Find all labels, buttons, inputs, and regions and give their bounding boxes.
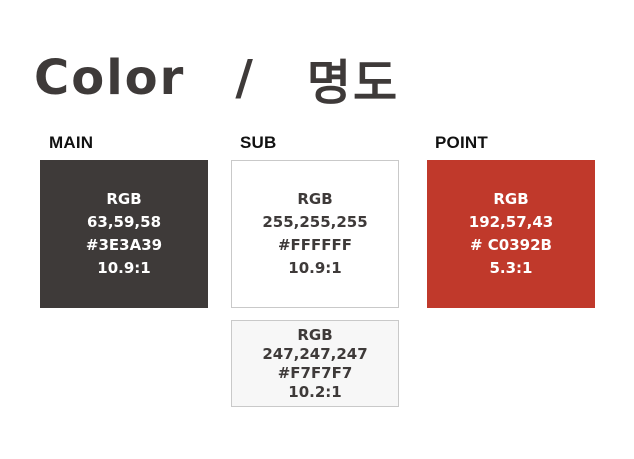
hex-value: #FFFFFF bbox=[277, 236, 353, 254]
rgb-value: 192,57,43 bbox=[468, 213, 554, 231]
rgb-value: 247,247,247 bbox=[262, 344, 368, 363]
page-title: Color / 명도 bbox=[34, 46, 400, 111]
rgb-value: 255,255,255 bbox=[262, 213, 368, 231]
main-color-swatch: RGB 63,59,58 #3E3A39 10.9:1 bbox=[40, 160, 208, 308]
contrast-ratio: 10.9:1 bbox=[97, 259, 151, 277]
title-korean: 명도 bbox=[306, 55, 400, 111]
contrast-ratio: 5.3:1 bbox=[489, 259, 533, 277]
color-model: RGB bbox=[106, 190, 142, 208]
contrast-ratio: 10.2:1 bbox=[288, 382, 342, 401]
rgb-value: 63,59,58 bbox=[86, 213, 162, 231]
hex-value: #F7F7F7 bbox=[277, 363, 353, 382]
point-color-swatch: RGB 192,57,43 # C0392B 5.3:1 bbox=[427, 160, 595, 308]
sub-secondary-color-swatch: RGB 247,247,247 #F7F7F7 10.2:1 bbox=[231, 320, 399, 407]
color-model: RGB bbox=[493, 190, 529, 208]
title-separator: / bbox=[235, 50, 255, 106]
title-word: Color bbox=[34, 50, 186, 106]
main-label: MAIN bbox=[49, 133, 94, 152]
hex-value: #3E3A39 bbox=[85, 236, 163, 254]
color-model: RGB bbox=[297, 190, 333, 208]
color-model: RGB bbox=[297, 325, 333, 344]
sub-color-swatch: RGB 255,255,255 #FFFFFF 10.9:1 bbox=[231, 160, 399, 308]
contrast-ratio: 10.9:1 bbox=[288, 259, 342, 277]
sub-label: SUB bbox=[240, 133, 277, 152]
hex-value: # C0392B bbox=[470, 236, 552, 254]
point-label: POINT bbox=[435, 133, 488, 152]
